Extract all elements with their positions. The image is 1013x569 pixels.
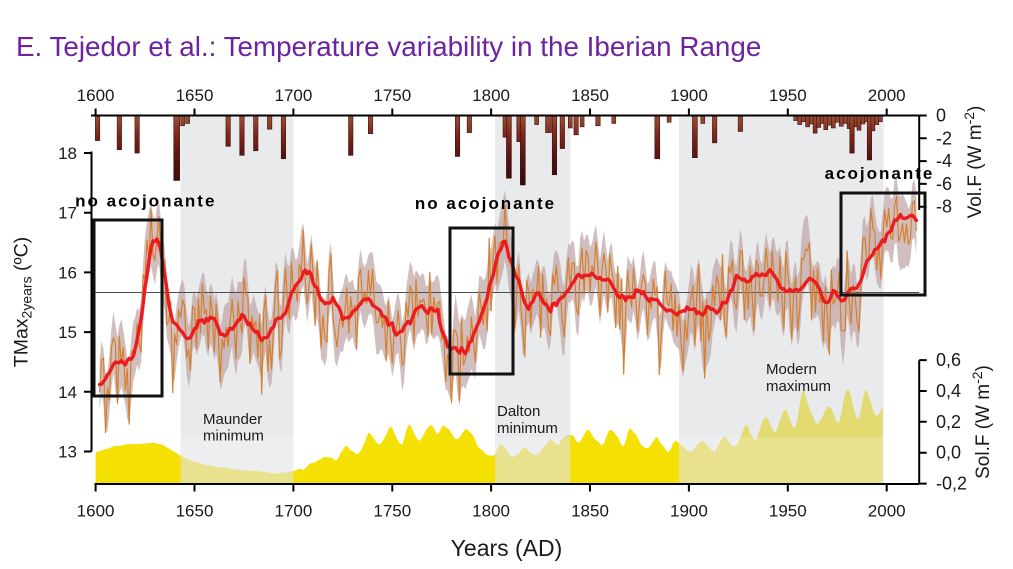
svg-text:1900: 1900 bbox=[670, 86, 708, 105]
svg-text:1750: 1750 bbox=[373, 86, 411, 105]
svg-text:2000: 2000 bbox=[868, 502, 906, 521]
svg-text:Maunder: Maunder bbox=[203, 411, 262, 428]
svg-text:1850: 1850 bbox=[571, 502, 609, 521]
svg-text:18: 18 bbox=[58, 144, 77, 163]
svg-text:1850: 1850 bbox=[571, 86, 609, 105]
svg-text:1950: 1950 bbox=[769, 86, 807, 105]
svg-text:Vol.F (W m-2): Vol.F (W m-2) bbox=[961, 106, 986, 219]
svg-text:2000: 2000 bbox=[868, 86, 906, 105]
svg-text:E. Tejedor et al.: Temperature: E. Tejedor et al.: Temperature variabili… bbox=[16, 31, 761, 62]
svg-text:0: 0 bbox=[936, 106, 946, 126]
svg-text:13: 13 bbox=[58, 443, 77, 462]
svg-text:acojonante: acojonante bbox=[825, 164, 935, 183]
svg-text:1650: 1650 bbox=[176, 86, 214, 105]
svg-text:-4: -4 bbox=[936, 151, 952, 171]
svg-text:1600: 1600 bbox=[77, 502, 115, 521]
svg-text:16: 16 bbox=[58, 263, 77, 282]
svg-text:15: 15 bbox=[58, 323, 77, 342]
svg-text:maximum: maximum bbox=[766, 378, 831, 395]
svg-text:minimum: minimum bbox=[203, 428, 264, 445]
svg-text:-0,2: -0,2 bbox=[936, 474, 967, 494]
svg-text:1900: 1900 bbox=[670, 502, 708, 521]
svg-text:0,0: 0,0 bbox=[936, 443, 961, 463]
svg-text:1950: 1950 bbox=[769, 502, 807, 521]
svg-text:1700: 1700 bbox=[274, 86, 312, 105]
svg-text:1600: 1600 bbox=[77, 86, 115, 105]
svg-text:Dalton: Dalton bbox=[497, 403, 540, 420]
svg-text:1800: 1800 bbox=[472, 502, 510, 521]
svg-text:1750: 1750 bbox=[373, 502, 411, 521]
svg-text:Modern: Modern bbox=[766, 361, 817, 378]
svg-text:1700: 1700 bbox=[274, 502, 312, 521]
svg-text:no acojonante: no acojonante bbox=[75, 192, 216, 211]
svg-text:1800: 1800 bbox=[472, 86, 510, 105]
svg-text:14: 14 bbox=[58, 383, 77, 402]
svg-text:1650: 1650 bbox=[176, 502, 214, 521]
svg-text:Sol.F (W m-2): Sol.F (W m-2) bbox=[969, 365, 994, 479]
svg-text:0,2: 0,2 bbox=[936, 412, 961, 432]
svg-text:no acojonante: no acojonante bbox=[415, 194, 556, 213]
svg-text:17: 17 bbox=[58, 204, 77, 223]
svg-text:Years (AD): Years (AD) bbox=[451, 535, 563, 561]
svg-text:-2: -2 bbox=[936, 128, 952, 148]
svg-text:0,4: 0,4 bbox=[936, 381, 961, 401]
svg-text:-6: -6 bbox=[936, 174, 952, 194]
svg-text:-8: -8 bbox=[936, 197, 952, 217]
svg-text:minimum: minimum bbox=[497, 420, 558, 437]
svg-text:0,6: 0,6 bbox=[936, 350, 961, 370]
